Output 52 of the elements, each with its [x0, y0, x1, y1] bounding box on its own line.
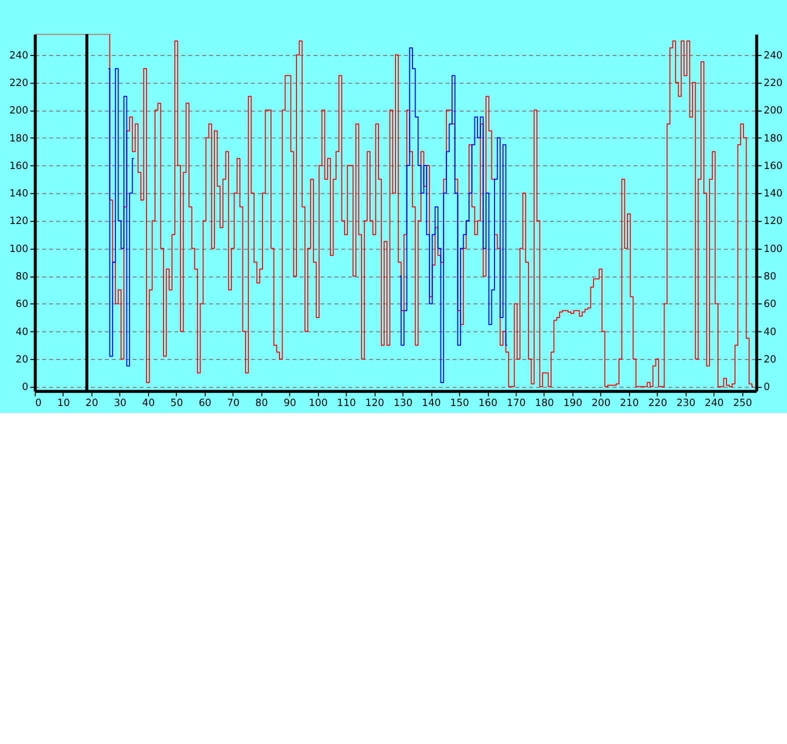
x-tick-label: 120 [365, 398, 384, 410]
y2-tick-label: 200 [764, 106, 783, 117]
y2-tick-label: 120 [764, 216, 783, 228]
x-tick-label: 250 [733, 398, 752, 410]
x-tick-label: 210 [620, 398, 639, 410]
x-tick-label: 200 [592, 398, 611, 410]
y-tick-label: 180 [9, 133, 28, 144]
y-tick-label: 240 [9, 50, 28, 62]
y2-tick-label: 100 [764, 244, 783, 255]
x-tick-label: 100 [308, 398, 328, 410]
y2-tick-label: 160 [764, 160, 783, 172]
y2-tick-label: 180 [764, 133, 783, 144]
x-tick-label: 230 [676, 398, 696, 410]
x-tick-label: 20 [86, 398, 98, 410]
y-tick-label: 160 [9, 160, 28, 172]
x-tick-label: 130 [394, 398, 413, 410]
y2-tick-label: 240 [764, 50, 783, 62]
y2-tick-label: 80 [764, 272, 776, 283]
y2-tick-label: 0 [764, 382, 770, 394]
y-tick-label: 20 [16, 354, 28, 366]
y-tick-label: 80 [16, 272, 28, 283]
x-tick-label: 50 [170, 398, 184, 410]
x-tick-label: 180 [535, 398, 554, 410]
y2-tick-label: 140 [764, 188, 783, 200]
y2-tick-label: 220 [764, 78, 783, 89]
x-tick-label: 160 [478, 398, 498, 410]
y-tick-label: 40 [16, 326, 28, 338]
x-tick-label: 30 [114, 398, 126, 410]
x-tick-label: 170 [506, 398, 526, 410]
x-tick-label: 80 [255, 398, 268, 410]
y-tick-label: 60 [16, 299, 28, 310]
y-tick-label: 200 [9, 106, 28, 117]
y-tick-label: 120 [9, 216, 28, 228]
x-tick-label: 10 [57, 398, 70, 410]
x-tick-label: 140 [422, 398, 441, 410]
y-tick-label: 140 [9, 188, 28, 200]
x-tick-label: 150 [450, 398, 470, 410]
x-tick-label: 0 [35, 398, 42, 410]
y2-tick-label: 20 [764, 354, 776, 366]
x-tick-label: 60 [198, 398, 212, 410]
y2-tick-label: 40 [764, 326, 776, 338]
y-tick-label: 100 [9, 244, 28, 255]
x-tick-label: 110 [337, 398, 356, 410]
x-tick-label: 220 [648, 398, 668, 410]
y-tick-label: 0 [22, 382, 28, 394]
x-tick-label: 90 [284, 398, 296, 410]
x-tick-label: 70 [226, 398, 240, 410]
x-tick-label: 190 [563, 398, 582, 410]
y2-tick-label: 60 [764, 299, 776, 310]
x-tick-label: 40 [142, 398, 155, 410]
y-tick-label: 220 [9, 78, 28, 89]
x-tick-label: 240 [704, 398, 724, 410]
